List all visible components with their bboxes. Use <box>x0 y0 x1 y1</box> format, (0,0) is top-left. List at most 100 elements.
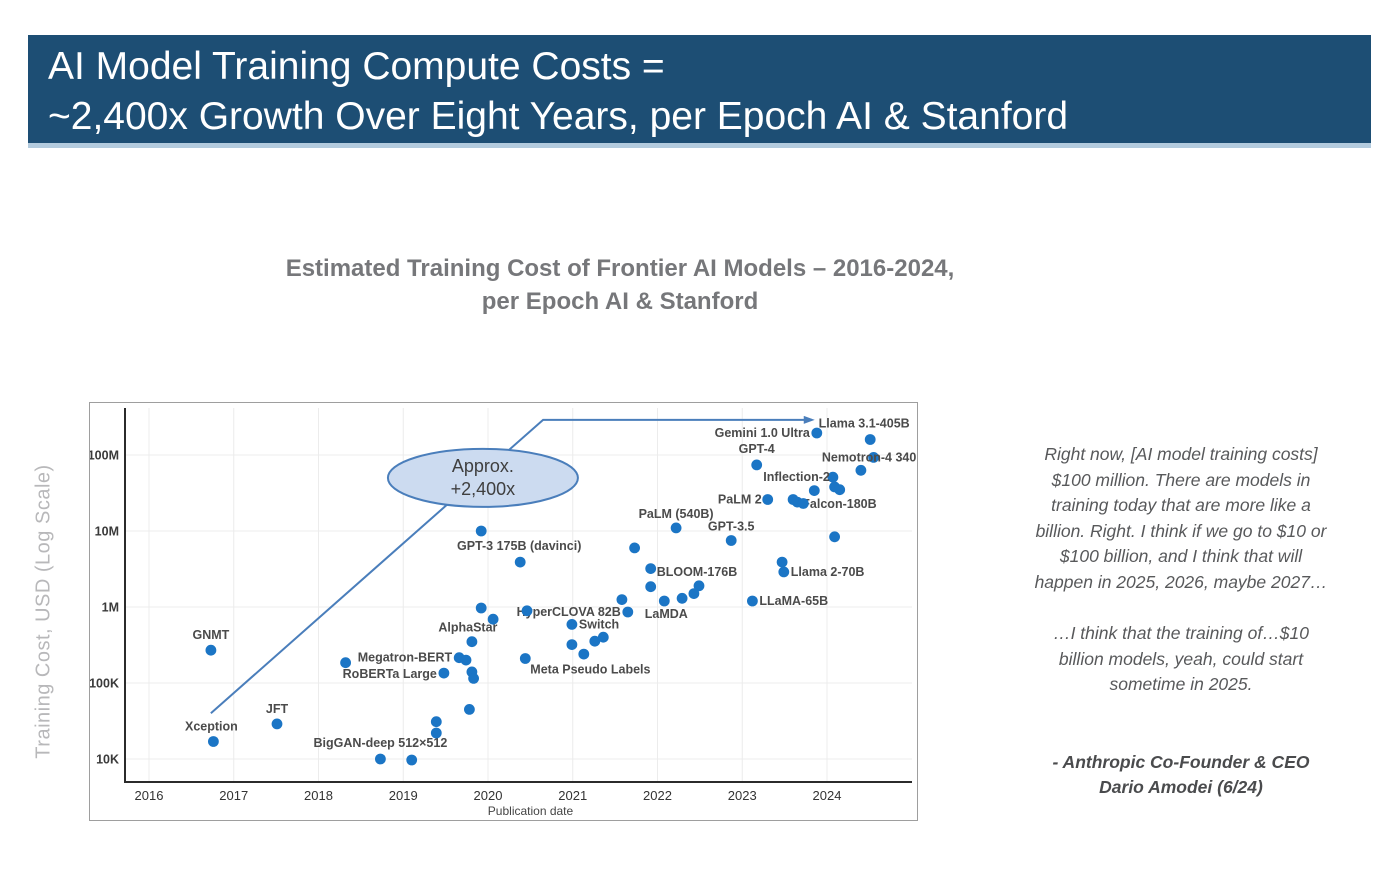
data-point <box>430 716 442 728</box>
quote-paragraph-2: …I think that the training of…$10 billio… <box>1053 623 1309 694</box>
data-point <box>658 595 670 607</box>
data-point <box>855 464 867 476</box>
data-point-label: GPT-3.5 <box>708 520 755 534</box>
data-point-label: Falcon-180B <box>802 497 876 511</box>
growth-annotation-ellipse <box>386 447 579 508</box>
chart-title: Estimated Training Cost of Frontier AI M… <box>285 255 955 315</box>
data-point <box>629 542 640 554</box>
data-point <box>693 580 705 592</box>
training-cost-scatter-chart: Approx. +2,400x 100M 10M 1M 100K 10K 2016 2017 20… <box>88 408 925 818</box>
data-point <box>778 566 790 578</box>
data-point-label: BLOOM-176B <box>657 565 738 579</box>
data-point <box>622 606 634 618</box>
x-tick-label: 2019 <box>389 788 418 803</box>
data-point <box>751 459 763 471</box>
data-point <box>864 434 876 445</box>
quote-attribution: - Anthropic Co-Founder & CEO Dario Amode… <box>1052 751 1310 798</box>
x-tick-label: 2023 <box>728 788 757 803</box>
data-point-label: Meta Pseudo Labels <box>530 663 650 677</box>
y-tick-label: 1M <box>102 601 119 615</box>
data-point-label: PaLM (540B) <box>639 507 714 521</box>
data-point <box>676 592 688 604</box>
data-point-label: Switch <box>579 617 619 631</box>
data-point <box>645 563 657 574</box>
data-point-label: HyperCLOVA 82B <box>517 605 621 619</box>
data-point <box>438 667 450 679</box>
data-point <box>688 588 700 599</box>
data-point-label: Gemini 1.0 Ultra <box>715 426 811 440</box>
data-point-label: JFT <box>266 702 289 716</box>
data-point-label: Llama 3.1-405B <box>819 417 910 431</box>
data-point <box>464 704 475 715</box>
header-banner: AI Model Training Compute Costs = ~2,400… <box>28 35 1371 148</box>
data-point <box>827 471 839 483</box>
data-point <box>616 594 628 605</box>
data-point <box>797 498 809 509</box>
x-tick-label: 2022 <box>643 788 672 803</box>
data-point <box>430 727 442 739</box>
quote-panel: Right now, [AI model training costs] $10… <box>963 442 1399 801</box>
data-point-label: PaLM 2 <box>718 493 762 507</box>
data-point <box>670 522 682 534</box>
data-point <box>208 736 219 747</box>
data-point-label: LaMDA <box>645 607 688 621</box>
data-point <box>829 531 840 543</box>
data-point <box>514 556 526 568</box>
quote-paragraph-1: Right now, [AI model training costs] $10… <box>1034 444 1328 592</box>
y-tick-label: 10K <box>96 753 119 767</box>
data-point <box>725 535 737 546</box>
data-point <box>205 644 217 656</box>
y-axis-title: Training Cost, USD (Log Scale) <box>32 464 55 759</box>
data-point <box>808 485 820 496</box>
data-point <box>868 452 879 463</box>
x-tick-label: 2024 <box>813 788 842 803</box>
data-point-label: Megatron-BERT <box>358 651 453 665</box>
data-point <box>460 654 472 666</box>
data-point-label: Nemotron-4 340B <box>822 450 917 464</box>
data-point <box>811 427 823 439</box>
data-point <box>466 636 478 648</box>
x-tick-label: 2021 <box>558 788 587 803</box>
data-point <box>747 595 758 607</box>
data-point-label: Llama 2-70B <box>791 565 865 579</box>
data-point <box>519 653 531 664</box>
data-point <box>468 673 479 684</box>
data-point-label: AlphaStar <box>438 621 497 635</box>
data-point <box>521 605 533 617</box>
data-point <box>475 525 487 537</box>
data-point <box>475 602 487 614</box>
data-point <box>776 556 788 568</box>
data-point <box>487 613 499 625</box>
x-tick-label: 2016 <box>135 788 164 803</box>
data-point-label: RoBERTa Large <box>343 667 437 681</box>
growth-trend-arrow <box>210 415 815 714</box>
data-point <box>406 754 418 766</box>
growth-annotation-text-line2: +2,400x <box>451 479 516 499</box>
data-point <box>762 494 774 505</box>
x-axis-title: Publication date <box>488 804 574 818</box>
data-point-label: BigGAN-deep 512×512 <box>314 736 448 750</box>
data-point <box>271 718 283 730</box>
x-tick-label: 2017 <box>219 788 248 803</box>
data-point <box>375 753 386 765</box>
data-point <box>566 619 578 630</box>
data-point-label: GPT-3 175B (davinci) <box>457 539 581 553</box>
data-point-label: Xception <box>185 720 238 734</box>
y-tick-label: 10M <box>95 525 119 539</box>
data-point <box>340 657 351 669</box>
data-point-label: LLaMA-65B <box>759 594 828 608</box>
data-point <box>597 631 609 643</box>
data-point <box>787 494 799 505</box>
data-point <box>645 581 657 593</box>
data-point <box>589 635 601 647</box>
chart-frame: Approx. +2,400x 100M 10M 1M 100K 10K 2016 2017 20… <box>88 402 925 821</box>
data-point-label: GPT-4 <box>739 442 775 456</box>
data-point <box>834 484 846 496</box>
header-line-2: ~2,400x Growth Over Eight Years, per Epo… <box>48 95 1069 138</box>
x-tick-label: 2020 <box>474 788 503 803</box>
y-tick-label: 100M <box>90 449 119 463</box>
header-line-1: AI Model Training Compute Costs = <box>48 45 665 88</box>
data-point <box>578 648 590 660</box>
data-point <box>566 639 578 650</box>
